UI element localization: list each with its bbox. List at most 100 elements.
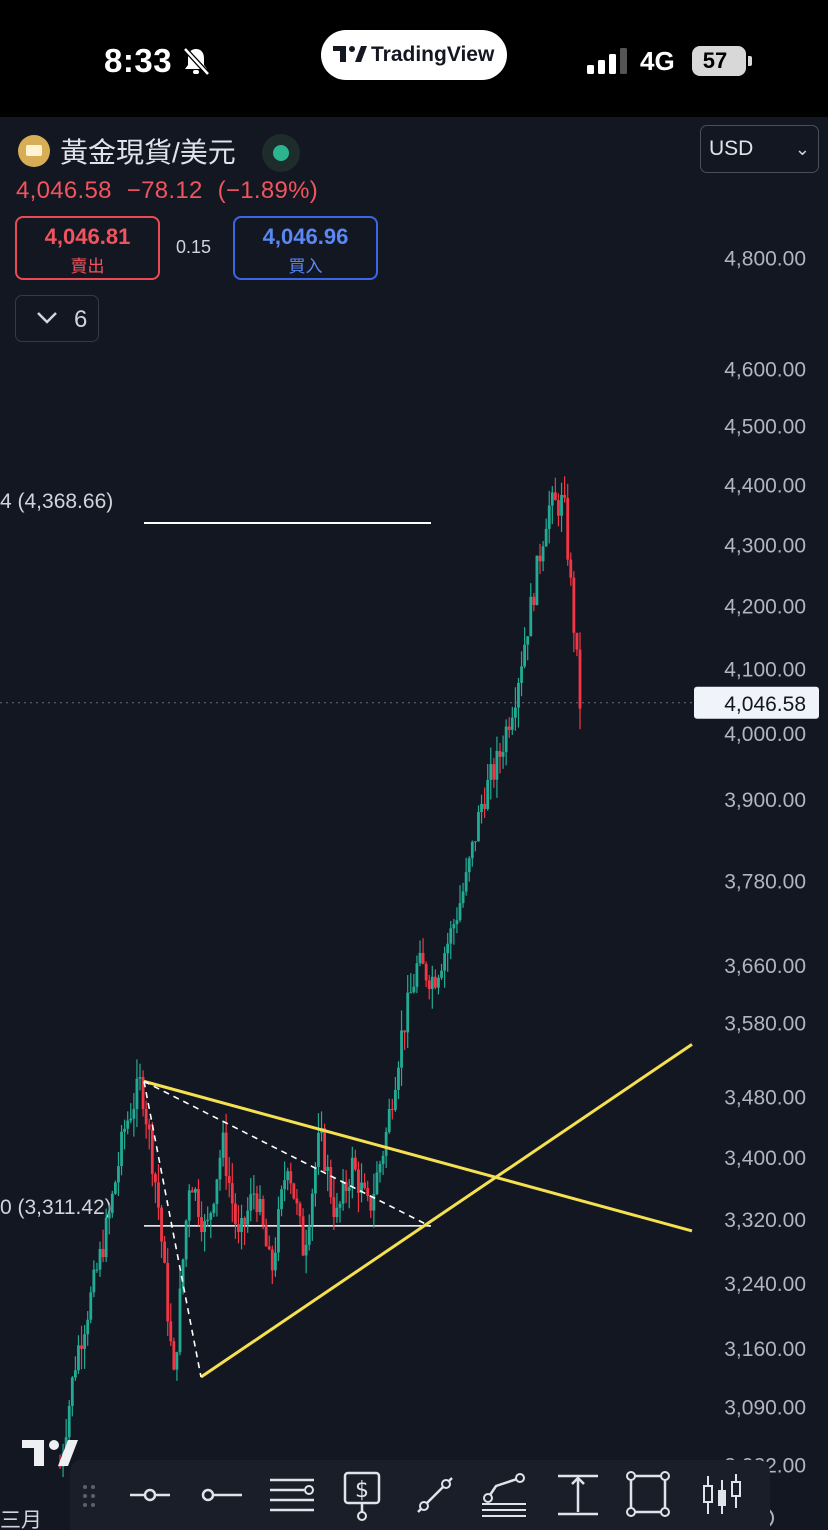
trend-line-tool[interactable] xyxy=(406,1468,462,1522)
horizontal-ray-icon xyxy=(130,1488,170,1502)
price-change-percent: (−1.89%) xyxy=(217,177,319,204)
candle-body xyxy=(110,1193,114,1214)
candle-body xyxy=(390,1109,394,1111)
candle-body xyxy=(301,1216,305,1256)
candle-body xyxy=(520,666,523,683)
candle-body xyxy=(566,497,570,560)
price-axis-label: 3,320.00 xyxy=(724,1209,806,1232)
sell-button[interactable]: 4,046.81 賣出 xyxy=(15,216,160,280)
candle-body xyxy=(80,1345,83,1349)
candle-body xyxy=(341,1181,345,1204)
candle-body xyxy=(400,1030,403,1068)
price-label-tool[interactable]: $ xyxy=(334,1468,390,1522)
candle-body xyxy=(304,1244,308,1256)
candle-body xyxy=(415,963,419,987)
tradingview-app-pill[interactable]: TradingView xyxy=(321,30,507,80)
candle-body xyxy=(166,1262,170,1322)
candle-body xyxy=(523,644,527,667)
dashed-leg-right xyxy=(143,1080,431,1227)
candle-body xyxy=(443,953,447,971)
horizontal-ray-tool[interactable] xyxy=(122,1468,178,1522)
candle-body xyxy=(550,492,554,506)
candle-body xyxy=(424,963,428,981)
candle-body xyxy=(181,1259,185,1289)
trend-line-icon xyxy=(417,1477,453,1513)
candle-body xyxy=(138,1077,142,1079)
candle-body xyxy=(157,1182,160,1208)
candle-body xyxy=(412,986,416,993)
fib-retracement-tool[interactable] xyxy=(476,1468,532,1522)
candle-body xyxy=(449,928,453,944)
time-axis-label: 三月 xyxy=(0,1509,42,1530)
price-axis-label: 4,200.00 xyxy=(724,596,806,619)
candle-body xyxy=(58,1466,62,1468)
quote-line: 4,046.58 −78.12 (−1.89%) xyxy=(16,177,326,205)
candle-pattern-tool[interactable] xyxy=(694,1468,750,1522)
currency-select[interactable]: USD ⌄ xyxy=(700,125,819,173)
drawing-toolbar: $ xyxy=(70,1460,770,1530)
battery-nub xyxy=(748,56,752,66)
candle-body xyxy=(461,891,465,904)
candle-body xyxy=(347,1187,351,1191)
candle-body xyxy=(175,1352,179,1370)
network-type: 4G xyxy=(640,46,675,76)
candle-body xyxy=(153,1174,157,1183)
candle-body xyxy=(95,1269,99,1271)
candle-body xyxy=(369,1196,373,1211)
price-range-tool[interactable] xyxy=(550,1468,606,1522)
candle-body xyxy=(344,1181,348,1191)
candle-body xyxy=(384,1131,388,1156)
candle-body xyxy=(73,1370,77,1378)
candle-body xyxy=(489,764,493,780)
price-chart[interactable]: 4,800.00 4,600.00 4,500.00 4,400.00 4,300.00… xyxy=(0,117,828,1530)
price-axis-label: 4,600.00 xyxy=(724,358,806,381)
candle-body xyxy=(289,1171,293,1184)
candle-body xyxy=(86,1319,90,1335)
current-price-tag-label: 4,046.58 xyxy=(724,693,806,716)
candle-body xyxy=(77,1345,80,1371)
candle-body xyxy=(150,1129,154,1175)
symbol-title[interactable]: 黃金現貨/美元 xyxy=(60,137,236,168)
bell-slash-icon xyxy=(183,47,210,76)
candle-body xyxy=(363,1182,367,1188)
indicator-count: 6 xyxy=(74,306,88,333)
candle-body xyxy=(560,494,563,516)
candles xyxy=(58,476,582,1478)
candle-body xyxy=(163,1241,167,1263)
drag-handle-icon[interactable] xyxy=(82,1484,96,1508)
candle-body xyxy=(267,1246,271,1250)
parallel-channel-tool[interactable] xyxy=(264,1468,320,1522)
indicators-toggle-button[interactable]: 6 xyxy=(15,295,99,342)
chevron-down-icon: ⌄ xyxy=(794,139,810,159)
current-price-tag-group: 4,046.58 xyxy=(0,686,819,719)
horizontal-line-tool[interactable] xyxy=(194,1468,250,1522)
last-price: 4,046.58 xyxy=(16,177,112,204)
price-axis-label: 3,160.00 xyxy=(724,1338,806,1361)
candle-body xyxy=(264,1225,268,1247)
parallel-channel-icon xyxy=(270,1478,314,1512)
candle-body xyxy=(203,1221,207,1233)
rectangle-tool[interactable] xyxy=(620,1468,676,1522)
candle-body xyxy=(495,750,499,780)
candle-body xyxy=(375,1172,379,1195)
candle-body xyxy=(504,726,508,753)
candle-body xyxy=(233,1203,237,1225)
chart-pane[interactable]: 4,800.00 4,600.00 4,500.00 4,400.00 4,300.00… xyxy=(0,117,828,1530)
price-axis-label: 4,400.00 xyxy=(724,474,806,497)
buy-button[interactable]: 4,046.96 買入 xyxy=(233,216,378,280)
candle-body xyxy=(353,1157,357,1170)
sell-price: 4,046.81 xyxy=(44,224,131,249)
candle-body xyxy=(280,1189,283,1210)
candle-body xyxy=(200,1217,203,1233)
dollar-label-icon: $ xyxy=(343,1471,381,1521)
candle-body xyxy=(135,1078,139,1110)
price-axis-label: 4,500.00 xyxy=(724,416,806,439)
candle-body xyxy=(467,858,471,873)
candle-body xyxy=(92,1269,96,1293)
candle-body xyxy=(120,1131,123,1167)
price-axis: 4,800.00 4,600.00 4,500.00 4,400.00 4,300.00… xyxy=(724,247,806,1477)
candle-body xyxy=(418,952,422,964)
price-axis-label: 4,300.00 xyxy=(724,534,806,557)
candle-body xyxy=(455,920,459,925)
candle-body xyxy=(526,636,530,645)
